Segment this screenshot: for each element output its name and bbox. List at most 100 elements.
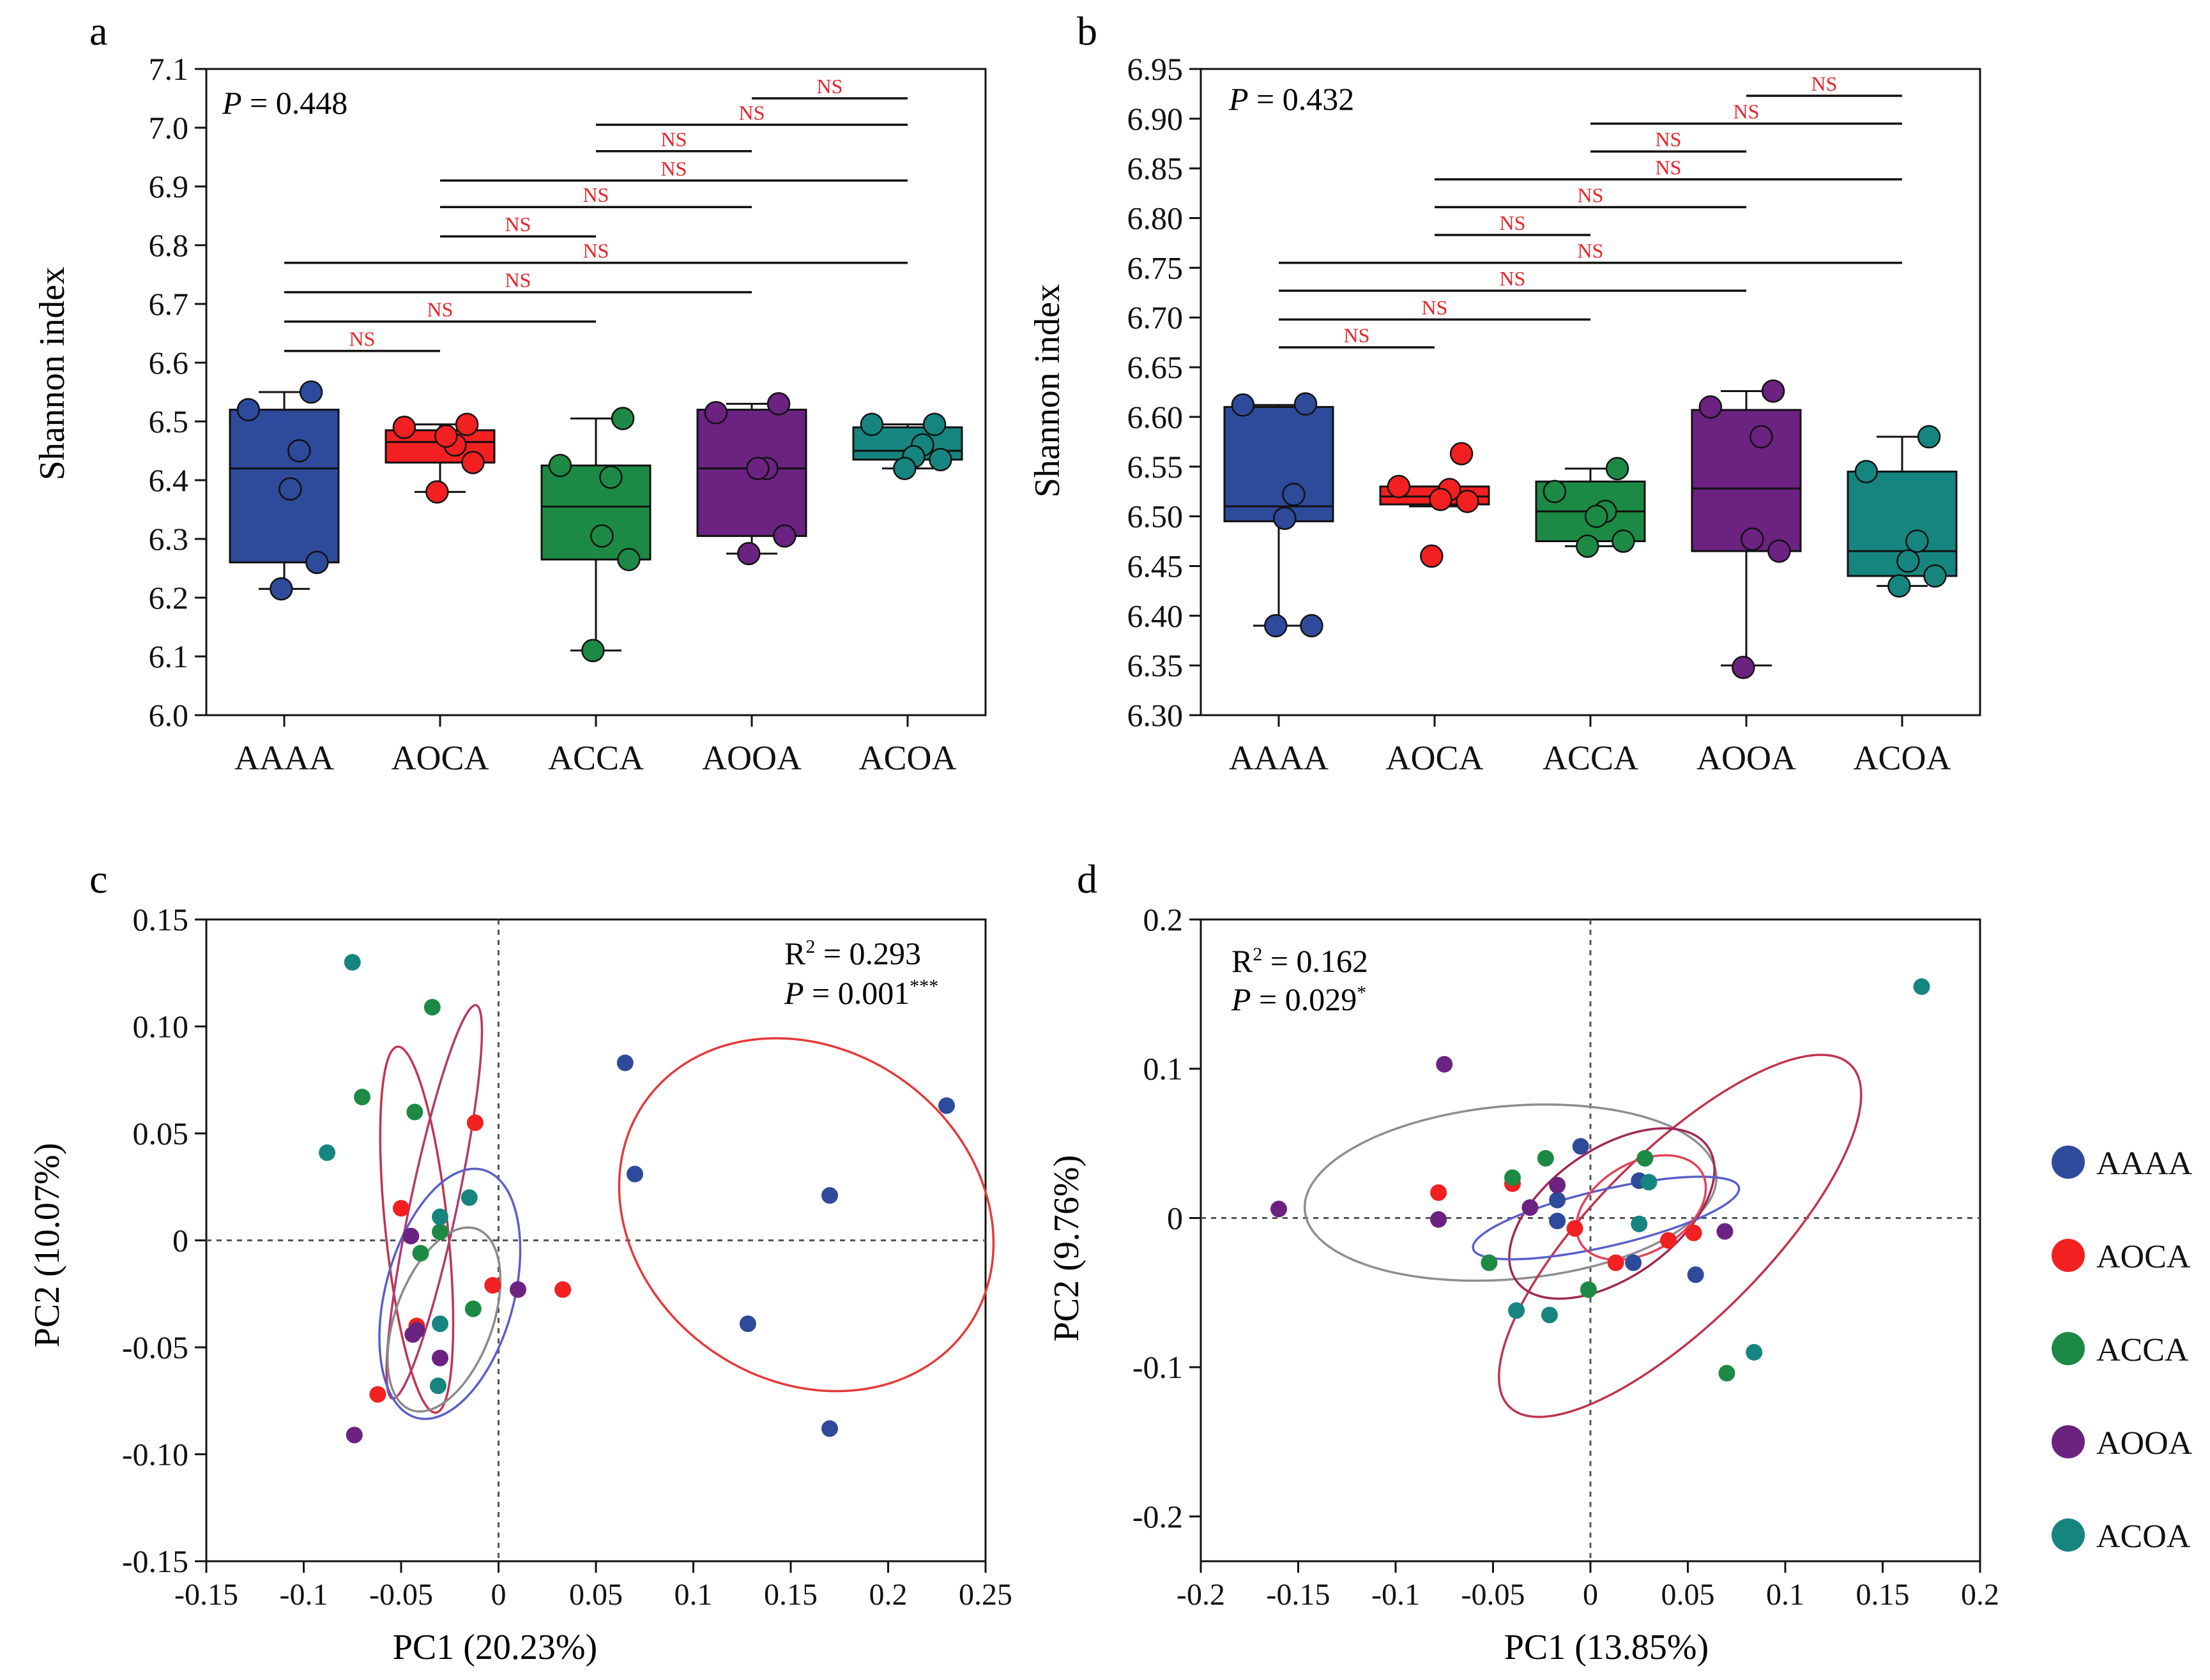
panel-a-y-tick-label: 6.0 bbox=[149, 697, 189, 733]
panel-a-y-tick-label: 6.5 bbox=[149, 404, 189, 439]
data-point bbox=[1504, 1169, 1521, 1186]
panel-c-y-tick-label: 0.05 bbox=[133, 1116, 189, 1151]
panel-a-box-ACOA bbox=[852, 412, 963, 480]
data-point bbox=[1741, 527, 1764, 551]
legend-marker-ACCA bbox=[2052, 1332, 2085, 1365]
data-point bbox=[287, 439, 311, 463]
panel-b-y-axis-label: Shannon index bbox=[1028, 284, 1067, 497]
panel-b-y-tick-label: 6.95 bbox=[1127, 51, 1184, 87]
legend-label-ACOA: ACOA bbox=[2096, 1518, 2191, 1555]
legend-marker-AOCA bbox=[2052, 1239, 2085, 1272]
data-point bbox=[1429, 487, 1452, 511]
panel-b-y-tick-label: 6.50 bbox=[1127, 499, 1184, 534]
data-point bbox=[1300, 614, 1323, 638]
data-point bbox=[404, 1326, 422, 1343]
data-point bbox=[1566, 1220, 1583, 1237]
panel-a-x-tick-label: ACCA bbox=[548, 739, 644, 777]
panel-c-x-tick-label: -0.1 bbox=[280, 1578, 328, 1612]
panel-d-x-axis-label: PC1 (13.85%) bbox=[1504, 1628, 1709, 1667]
panel-d-p-superscript: * bbox=[1357, 982, 1366, 1003]
data-point bbox=[1917, 425, 1941, 449]
panel-b-x-tick-label: AOOA bbox=[1696, 739, 1796, 777]
data-point bbox=[1625, 1254, 1642, 1271]
panel-a-y-tick-label: 6.2 bbox=[149, 580, 189, 616]
panel-b-x-tick-label: AAAA bbox=[1229, 739, 1329, 777]
data-point bbox=[1716, 1223, 1734, 1240]
data-point bbox=[1580, 1281, 1597, 1298]
panel-d-r-symbol: R bbox=[1231, 943, 1253, 979]
panel-c-y-tick-label: 0.10 bbox=[133, 1009, 189, 1045]
data-point bbox=[893, 457, 917, 480]
data-point bbox=[402, 1227, 420, 1245]
data-point bbox=[1521, 1199, 1539, 1216]
panel-b-box-AOOA bbox=[1691, 379, 1802, 679]
panel-c-y-axis-label: PC2 (10.07%) bbox=[27, 1143, 67, 1347]
data-point bbox=[1549, 1192, 1566, 1209]
panel-d-p-number: = 0.029 bbox=[1251, 981, 1357, 1017]
data-point bbox=[354, 1089, 370, 1106]
panel-b-x-tick-label: ACCA bbox=[1543, 739, 1638, 777]
panel-c-x-tick-label: -0.05 bbox=[369, 1578, 433, 1612]
data-point bbox=[412, 1245, 429, 1262]
data-point bbox=[1273, 506, 1297, 530]
panel-d-x-tick-label: 0.1 bbox=[1766, 1578, 1804, 1612]
data-point bbox=[429, 1377, 446, 1395]
panel-c-x-tick-label: 0.25 bbox=[959, 1578, 1012, 1612]
panel-a-p-symbol: P bbox=[222, 85, 242, 121]
panel-d-p-value: P = 0.029* bbox=[1231, 981, 1366, 1017]
panel-b-y-tick-label: 6.55 bbox=[1127, 449, 1184, 485]
panel-c-p-superscript: *** bbox=[910, 976, 938, 997]
panel-d-y-tick-label: 0 bbox=[1167, 1200, 1183, 1236]
panel-a-x-tick-label: AAAA bbox=[234, 739, 334, 777]
panel-d-x-tick-label: 0.15 bbox=[1856, 1578, 1910, 1612]
panel-a-comparison-label: NS bbox=[505, 269, 531, 292]
panel-a-box-AOOA bbox=[696, 392, 807, 566]
data-point bbox=[461, 451, 485, 474]
panel-c: c PC2 (10.07%) PC1 (20.23%) R2 = 0.293 P… bbox=[27, 856, 1012, 1667]
data-point bbox=[1887, 574, 1911, 598]
panel-d-y-tick-label: 0.2 bbox=[1143, 902, 1184, 937]
data-point bbox=[1430, 1184, 1447, 1201]
panel-c-r-squared: R2 = 0.293 bbox=[784, 935, 921, 971]
panel-b-comparison-label: NS bbox=[1734, 100, 1760, 123]
data-point bbox=[432, 1208, 448, 1225]
data-point bbox=[1761, 379, 1785, 403]
panel-c-x-tick-label: -0.15 bbox=[174, 1578, 238, 1612]
panel-d-ellipse-ACCA bbox=[1508, 1127, 1716, 1300]
panel-b-comparison-label: NS bbox=[1422, 296, 1448, 319]
data-point bbox=[739, 1315, 756, 1333]
panel-d-y-tick-label: -0.2 bbox=[1132, 1499, 1183, 1534]
panel-a-box-AAAA bbox=[229, 380, 340, 601]
legend-marker-AAAA bbox=[2052, 1146, 2085, 1179]
panel-a-y-tick-label: 6.6 bbox=[149, 345, 189, 381]
data-point bbox=[1293, 392, 1318, 416]
panel-c-p-value: P = 0.001*** bbox=[784, 975, 938, 1011]
panel-a-y-tick-label: 6.8 bbox=[149, 227, 189, 263]
data-point bbox=[1854, 460, 1879, 483]
panel-b-y-tick-label: 6.35 bbox=[1127, 647, 1184, 683]
panel-d-series-ACOA bbox=[1508, 978, 1930, 1361]
data-point bbox=[1456, 490, 1479, 513]
data-point bbox=[319, 1144, 336, 1162]
data-point bbox=[737, 541, 761, 566]
panel-a-comparison-label: NS bbox=[583, 239, 609, 262]
panel-label-a: a bbox=[89, 8, 107, 54]
panel-a-comparison-label: NS bbox=[505, 213, 531, 236]
panel-a-comparison-label: NS bbox=[739, 101, 765, 124]
panel-c-y-tick-label: 0 bbox=[172, 1223, 188, 1259]
data-point bbox=[1449, 442, 1474, 465]
data-point bbox=[554, 1281, 572, 1298]
data-point bbox=[1387, 474, 1411, 499]
data-point bbox=[344, 954, 361, 971]
data-point bbox=[1508, 1302, 1525, 1319]
data-point bbox=[1549, 1177, 1566, 1194]
panel-d-r-superscript: 2 bbox=[1253, 944, 1262, 965]
data-point bbox=[1605, 457, 1629, 481]
data-point bbox=[860, 412, 884, 436]
panel-b-y-tick-label: 6.40 bbox=[1127, 598, 1184, 633]
data-point bbox=[278, 477, 302, 501]
panel-a-comparison-label: NS bbox=[817, 75, 843, 98]
data-point bbox=[1687, 1266, 1704, 1283]
panel-c-y-tick-label: -0.15 bbox=[122, 1543, 188, 1579]
